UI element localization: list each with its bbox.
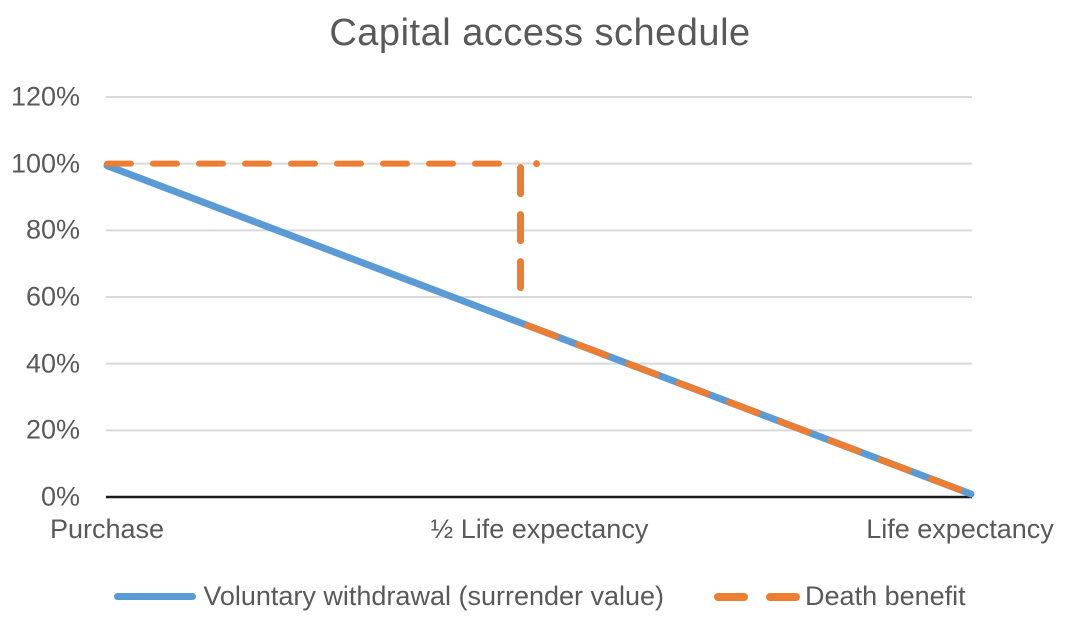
y-axis-tick-label: 120% (10, 81, 80, 112)
chart-title: Capital access schedule (329, 12, 751, 54)
dash-segment (714, 592, 749, 601)
x-axis-category-label: Life expectancy (866, 514, 1054, 544)
death-benefit-corner-dot (533, 160, 540, 168)
series-line-death-benefit-decline (524, 322, 975, 498)
y-axis-tick-label: 60% (25, 281, 80, 312)
legend-item-death-benefit: Death benefit (714, 581, 966, 612)
chart-legend: Voluntary withdrawal (surrender value) D… (0, 581, 1080, 612)
x-axis-category-label: Purchase (49, 514, 165, 544)
y-axis-tick-label: 80% (25, 214, 80, 245)
solid-line-swatch (114, 593, 197, 600)
legend-label-voluntary-withdrawal: Voluntary withdrawal (surrender value) (203, 581, 665, 611)
y-axis-tick-label: 0% (40, 481, 80, 512)
y-axis-tick-label: 100% (10, 148, 80, 179)
y-axis-tick-label: 20% (25, 414, 80, 445)
legend-label-death-benefit: Death benefit (805, 581, 966, 611)
x-axis-category-label: ½ Life expectancy (430, 514, 649, 544)
legend-item-voluntary-withdrawal: Voluntary withdrawal (surrender value) (114, 581, 664, 612)
y-axis-tick-label: 40% (25, 348, 80, 379)
dash-segment (766, 592, 801, 601)
dashed-line-swatch (714, 592, 801, 601)
